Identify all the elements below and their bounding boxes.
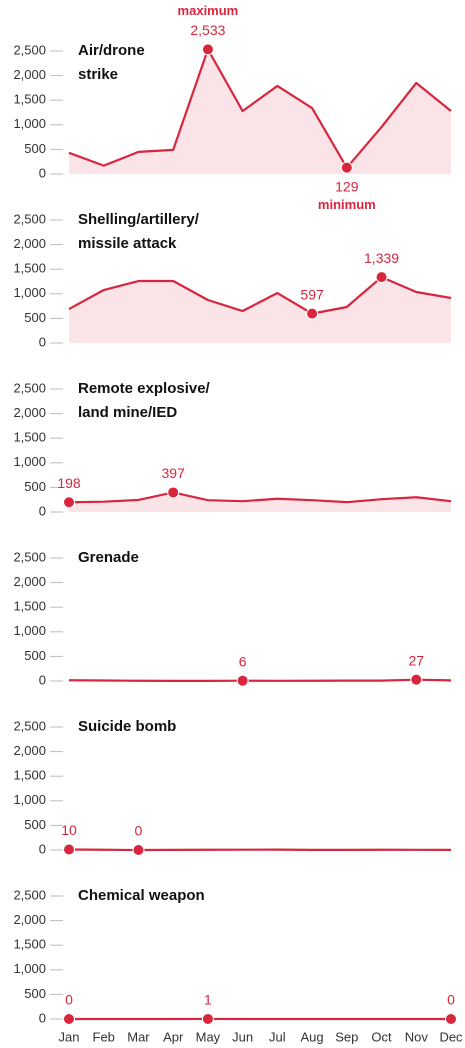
value-label: 10 [61, 822, 77, 838]
y-tick-label: 0 [39, 165, 46, 180]
point [63, 496, 75, 509]
y-tick-label: 2,000 [13, 236, 46, 251]
point [445, 1013, 457, 1025]
line [68, 48, 452, 169]
point [236, 674, 249, 687]
y-tick-label: 1,000 [13, 623, 46, 638]
x-tick-label: Dec [439, 1029, 463, 1044]
y-tick-label: 0 [39, 841, 46, 856]
y-tick-label: 1,000 [13, 792, 46, 807]
y-tick-label: 500 [24, 986, 46, 1001]
x-tick-label: Jun [232, 1029, 253, 1044]
area [69, 277, 451, 343]
y-tick-label: 2,500 [13, 549, 46, 564]
x-tick-label: Mar [127, 1029, 150, 1044]
chart-title: Remote explosive/ land mine/IED [78, 380, 210, 421]
value-label: 129 [335, 178, 359, 194]
value-label: 6 [239, 653, 247, 669]
value-label: 397 [162, 465, 186, 481]
y-tick-label: 2,000 [13, 67, 46, 82]
chart-title: Suicide bomb [78, 718, 177, 735]
x-tick-label: Oct [371, 1029, 392, 1044]
area [69, 49, 451, 174]
y-tick-label: 1,500 [13, 430, 46, 445]
y-tick-label: 1,500 [13, 261, 46, 276]
y-tick-label: 2,000 [13, 912, 46, 927]
value-label: 597 [300, 286, 324, 302]
y-tick-label: 0 [39, 1010, 46, 1025]
point [410, 673, 423, 686]
chart-title: Shelling/artillery/ missile attack [78, 211, 199, 252]
y-tick-label: 2,500 [13, 42, 46, 57]
x-tick-label: Nov [405, 1029, 429, 1044]
y-tick-label: 1,500 [13, 92, 46, 107]
chart-title: Grenade [78, 549, 139, 566]
value-label: 27 [408, 652, 424, 668]
y-tick-label: 2,500 [13, 211, 46, 226]
x-tick-label: Aug [301, 1029, 324, 1044]
y-tick-label: 500 [24, 648, 46, 663]
chart-title: Chemical weapon [78, 887, 205, 904]
x-tick-label: May [196, 1029, 221, 1044]
point [132, 844, 145, 856]
x-tick-label: Sep [335, 1029, 358, 1044]
area [69, 492, 451, 512]
y-tick-label: 500 [24, 141, 46, 156]
y-tick-label: 0 [39, 503, 46, 518]
line [68, 678, 452, 683]
point [306, 307, 319, 320]
y-tick-label: 1,500 [13, 599, 46, 614]
point [340, 161, 353, 174]
annotation: maximum [178, 3, 239, 18]
y-tick-label: 1,000 [13, 285, 46, 300]
y-tick-label: 1,000 [13, 116, 46, 131]
y-tick-label: 500 [24, 310, 46, 325]
y-tick-label: 1,000 [13, 454, 46, 469]
value-label: 198 [57, 475, 81, 491]
point [63, 843, 75, 856]
x-tick-label: Apr [163, 1029, 184, 1044]
x-tick-label: Jan [59, 1029, 80, 1044]
y-tick-label: 1,000 [13, 961, 46, 976]
value-label: 1 [204, 992, 212, 1008]
y-tick-label: 0 [39, 334, 46, 349]
y-tick-label: 1,500 [13, 768, 46, 783]
y-tick-label: 2,000 [13, 574, 46, 589]
y-tick-label: 2,500 [13, 380, 46, 395]
y-tick-label: 500 [24, 817, 46, 832]
value-label: 2,533 [190, 22, 225, 38]
y-tick-label: 1,500 [13, 937, 46, 952]
annotation: minimum [318, 197, 376, 212]
value-label: 0 [447, 992, 455, 1008]
value-label: 1,339 [364, 250, 399, 266]
y-tick-label: 500 [24, 479, 46, 494]
point [201, 43, 214, 56]
point [63, 1013, 75, 1025]
line [68, 491, 452, 504]
chart-title: Air/drone strike [78, 42, 145, 83]
line [68, 276, 452, 315]
x-tick-label: Jul [269, 1029, 286, 1044]
value-label: 0 [135, 823, 143, 839]
y-tick-label: 2,000 [13, 405, 46, 420]
point [375, 271, 388, 284]
y-tick-label: 2,000 [13, 743, 46, 758]
point [167, 486, 180, 499]
y-tick-label: 0 [39, 672, 46, 687]
point [201, 1012, 214, 1025]
value-label: 0 [65, 992, 73, 1008]
y-tick-label: 2,500 [13, 718, 46, 733]
y-tick-label: 2,500 [13, 887, 46, 902]
x-tick-label: Feb [93, 1029, 115, 1044]
